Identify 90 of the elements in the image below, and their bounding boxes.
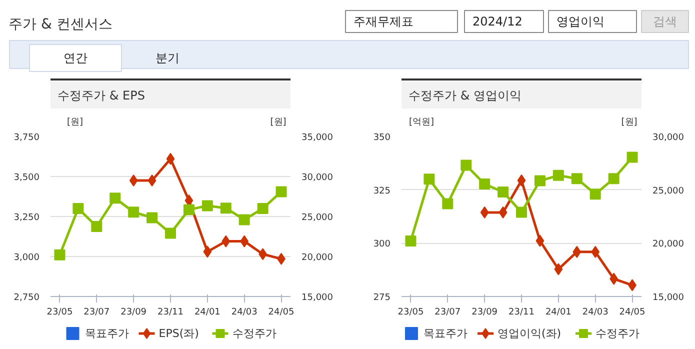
chart-title: 수정주가 & EPS bbox=[58, 88, 145, 102]
point bbox=[222, 235, 230, 248]
point bbox=[571, 173, 582, 184]
y-axis-title: [원] bbox=[66, 118, 83, 128]
point bbox=[498, 206, 508, 218]
y2-tick-label: 20,000 bbox=[652, 240, 684, 250]
point bbox=[238, 214, 250, 226]
point bbox=[479, 178, 490, 190]
x-tick-label: 23/07 bbox=[84, 308, 110, 318]
y2-tick-label: 30,000 bbox=[652, 133, 684, 143]
y-tick-label: 300 bbox=[373, 240, 391, 250]
point bbox=[110, 192, 121, 204]
x-tick-label: 24/01 bbox=[545, 308, 572, 318]
text: 주재무제표 bbox=[354, 14, 414, 28]
point bbox=[405, 236, 416, 247]
y-tick-label: 275 bbox=[373, 293, 391, 303]
x-tick-label: 24/03 bbox=[231, 308, 258, 318]
point bbox=[590, 188, 601, 200]
y2-tick-label: 30,000 bbox=[302, 173, 334, 183]
point bbox=[480, 206, 489, 218]
legend-label: 수정주가 bbox=[232, 327, 276, 340]
point bbox=[276, 186, 287, 198]
point bbox=[54, 249, 66, 260]
point bbox=[220, 202, 232, 214]
text: 주가 & 컨센서스 bbox=[8, 16, 112, 32]
point bbox=[498, 186, 509, 198]
y2-axis-title: [원] bbox=[270, 118, 286, 128]
y2-tick-label: 20,000 bbox=[302, 253, 334, 263]
point bbox=[148, 174, 156, 186]
point bbox=[572, 246, 582, 258]
text: 검색 bbox=[653, 14, 677, 28]
point bbox=[128, 206, 140, 218]
point bbox=[72, 203, 84, 214]
point bbox=[554, 263, 563, 276]
point bbox=[202, 200, 213, 212]
text: 연간 bbox=[64, 51, 88, 65]
point bbox=[424, 174, 435, 185]
x-tick-label: 24/05 bbox=[268, 308, 294, 318]
text: 분기 bbox=[156, 51, 180, 65]
point bbox=[534, 175, 546, 186]
point bbox=[257, 203, 268, 214]
point bbox=[516, 206, 527, 218]
point bbox=[536, 234, 544, 247]
legend-label: EPS(좌) bbox=[158, 327, 199, 340]
x-tick-label: 23/05 bbox=[398, 308, 424, 318]
x-tick-label: 23/09 bbox=[472, 308, 498, 318]
point bbox=[91, 221, 102, 232]
chart-title: 수정주가 & 영업이익 bbox=[408, 88, 522, 102]
y-tick-label: 350 bbox=[373, 133, 391, 143]
y2-tick-label: 25,000 bbox=[302, 213, 334, 223]
point bbox=[165, 228, 176, 239]
y-tick-label: 3,000 bbox=[14, 253, 40, 263]
point bbox=[552, 170, 564, 181]
x-tick-label: 23/07 bbox=[434, 308, 461, 318]
point bbox=[203, 246, 212, 258]
y-tick-label: 2,750 bbox=[14, 293, 40, 303]
legend-label: 수정주가 bbox=[596, 327, 640, 340]
legend-label: 목표주가 bbox=[424, 327, 468, 340]
text: 영업이익 bbox=[556, 14, 604, 28]
legend-label: 영업이익(좌) bbox=[498, 327, 562, 340]
point bbox=[240, 235, 249, 248]
x-tick-label: 24/03 bbox=[582, 308, 608, 318]
y-tick-label: 3,250 bbox=[14, 213, 40, 223]
point bbox=[591, 246, 600, 258]
y-tick-label: 3,750 bbox=[14, 133, 40, 143]
point bbox=[183, 204, 194, 216]
point bbox=[129, 174, 138, 186]
text: 2024/12 bbox=[472, 14, 522, 28]
y-axis-title: [억원] bbox=[408, 118, 434, 128]
point bbox=[460, 160, 472, 171]
y2-tick-label: 15,000 bbox=[652, 293, 684, 303]
point bbox=[517, 174, 526, 186]
y2-axis-title: [원] bbox=[621, 118, 638, 128]
y2-tick-label: 35,000 bbox=[302, 133, 334, 143]
y-tick-label: 3,500 bbox=[14, 173, 40, 183]
y2-tick-label: 15,000 bbox=[302, 293, 334, 303]
x-tick-label: 24/01 bbox=[194, 308, 220, 318]
x-tick-label: 23/09 bbox=[120, 308, 147, 318]
point bbox=[166, 152, 175, 165]
x-tick-label: 24/05 bbox=[619, 308, 646, 318]
y2-tick-label: 25,000 bbox=[652, 186, 684, 196]
legend-label: 목표주가 bbox=[84, 327, 129, 340]
y-tick-label: 325 bbox=[373, 186, 391, 196]
point bbox=[608, 173, 620, 184]
x-tick-label: 23/05 bbox=[46, 308, 73, 318]
x-tick-label: 23/11 bbox=[508, 308, 534, 318]
point bbox=[146, 212, 158, 224]
point bbox=[442, 198, 454, 210]
x-tick-label: 23/11 bbox=[158, 308, 184, 318]
point bbox=[626, 152, 638, 163]
